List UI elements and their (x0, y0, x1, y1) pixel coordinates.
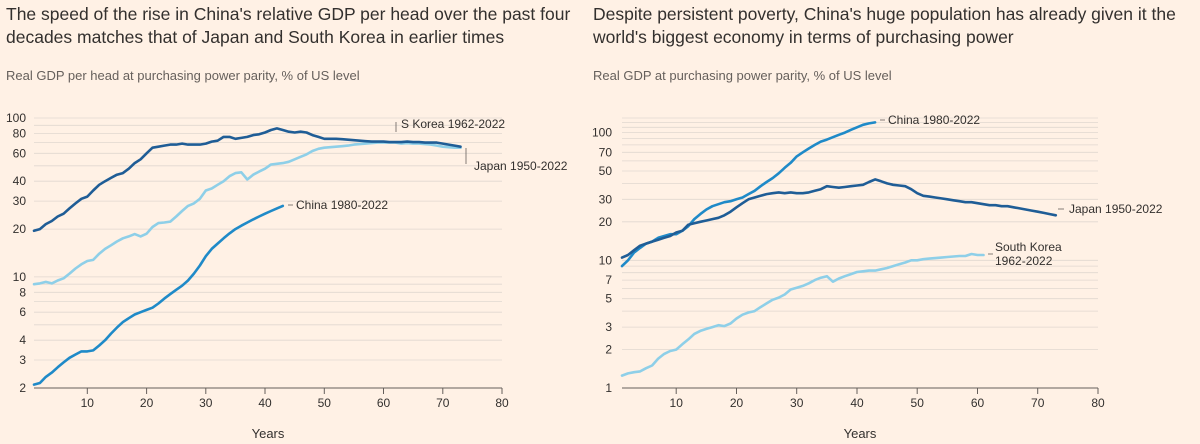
series-label: S Korea 1962-2022 (401, 117, 505, 131)
series-line-china-1980-2022 (32, 204, 285, 386)
series-label: Japan 1950-2022 (1069, 202, 1163, 216)
x-tick-label: 20 (730, 396, 744, 410)
x-tick-label: 60 (971, 396, 985, 410)
y-tick-label: 4 (19, 333, 26, 347)
y-tick-label: 20 (13, 222, 27, 236)
right-chart-subtitle: Real GDP at purchasing power parity, % o… (593, 68, 892, 83)
series-label: 1962-2022 (995, 254, 1053, 268)
y-tick-label: 60 (13, 146, 27, 160)
y-tick-label: 2 (605, 343, 612, 357)
right-line-chart: 1 2 3 5 7 10 20 30 50 70 100 10 20 30 40 50 60 70 80 Years C… (592, 113, 1163, 441)
y-tick-label: 6 (19, 305, 26, 319)
left-chart-subtitle: Real GDP per head at purchasing power pa… (6, 68, 360, 83)
x-tick-label: 40 (850, 396, 864, 410)
y-tick-label: 3 (605, 320, 612, 334)
y-tick-label: 40 (13, 174, 27, 188)
y-tick-label: 3 (19, 353, 26, 367)
x-axis-title: Years (252, 426, 285, 441)
left-chart-panel: The speed of the rise in China's relativ… (0, 0, 590, 444)
x-tick-label: 60 (377, 396, 391, 410)
series-line-s-korea-1962-2022 (32, 127, 462, 233)
y-tick-label: 30 (13, 194, 27, 208)
x-tick-label: 20 (140, 396, 154, 410)
left-chart-title: The speed of the rise in China's relativ… (6, 3, 570, 49)
y-tick-label: 70 (599, 145, 613, 159)
y-tick-label: 10 (599, 253, 613, 267)
x-tick-label: 80 (495, 396, 509, 410)
y-tick-label: 20 (599, 215, 613, 229)
y-tick-label: 10 (13, 270, 27, 284)
y-tick-label: 7 (605, 273, 612, 287)
y-tick-label: 100 (592, 126, 612, 140)
series-line-japan-1950-2022 (620, 178, 1058, 259)
y-tick-label: 50 (599, 164, 613, 178)
series-label: Japan 1950-2022 (474, 159, 568, 173)
y-tick-label: 5 (605, 292, 612, 306)
x-tick-label: 30 (790, 396, 804, 410)
right-chart-panel: Despite persistent poverty, China's huge… (590, 0, 1200, 444)
y-tick-label: 80 (13, 126, 27, 140)
x-tick-label: 50 (911, 396, 925, 410)
series-line-japan-1950-2022 (32, 141, 462, 286)
x-tick-label: 10 (670, 396, 684, 410)
x-axis-title: Years (844, 426, 877, 441)
right-title-line-2: world's biggest economy in terms of purc… (593, 27, 1014, 47)
left-title-line-1: The speed of the rise in China's relativ… (6, 4, 571, 24)
series-line-china-1980-2022 (620, 121, 877, 268)
right-chart-title: Despite persistent poverty, China's huge… (593, 3, 1176, 49)
y-tick-label: 30 (599, 192, 613, 206)
x-tick-label: 80 (1091, 396, 1105, 410)
y-tick-label: 8 (19, 285, 26, 299)
y-tick-label: 100 (6, 111, 26, 125)
x-tick-label: 10 (81, 396, 95, 410)
y-tick-label: 1 (605, 381, 612, 395)
x-tick-label: 50 (318, 396, 332, 410)
left-title-line-2: decades matches that of Japan and South … (6, 27, 505, 47)
y-tick-label: 2 (19, 381, 26, 395)
x-tick-label: 70 (1031, 396, 1045, 410)
series-label: China 1980-2022 (888, 113, 980, 127)
series-label: China 1980-2022 (296, 198, 388, 212)
right-title-line-1: Despite persistent poverty, China's huge… (593, 4, 1176, 24)
series-label: South Korea (995, 240, 1062, 254)
x-tick-label: 70 (436, 396, 450, 410)
x-tick-label: 30 (199, 396, 213, 410)
series-line-south-korea-1962-2022 (620, 252, 985, 377)
x-tick-label: 40 (258, 396, 272, 410)
